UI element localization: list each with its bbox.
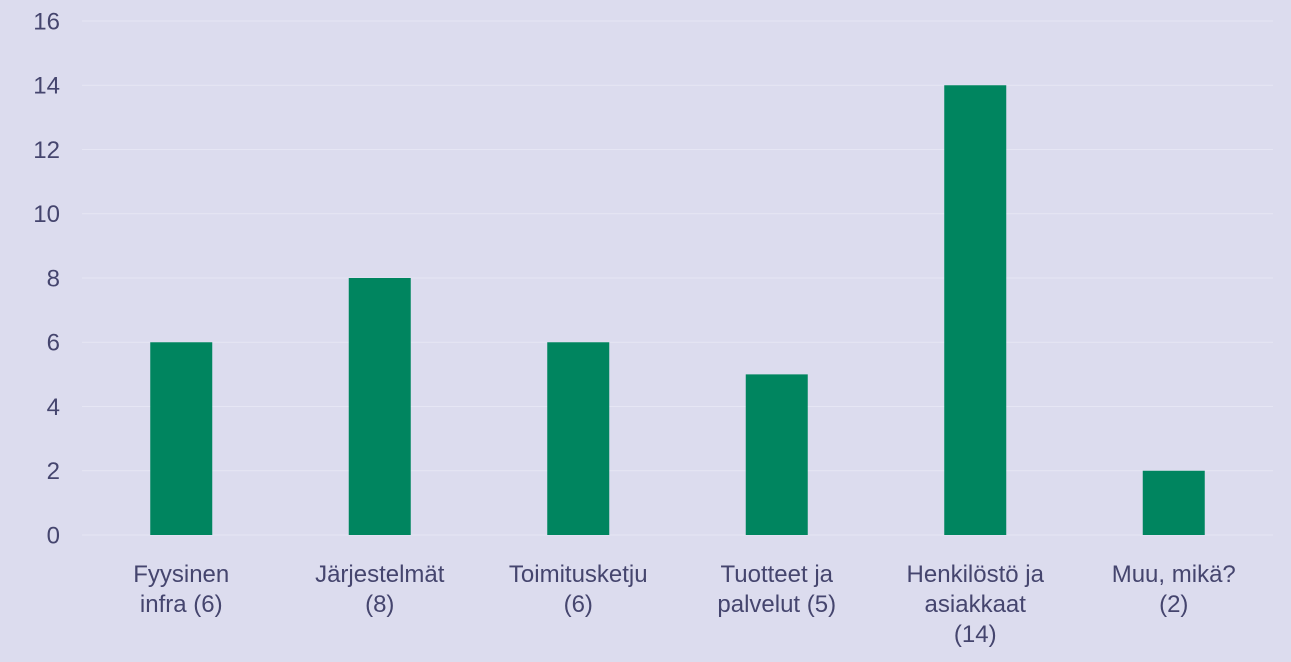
bar (150, 342, 213, 535)
y-tick-label: 14 (33, 73, 60, 100)
bar (547, 342, 610, 535)
x-tick-label: Järjestelmät (8) (315, 561, 445, 618)
bar (348, 278, 411, 535)
x-tick-label: Henkilöstö ja asiakkaat (14) (906, 561, 1044, 648)
y-tick-label: 4 (47, 394, 60, 421)
bar (944, 85, 1007, 535)
y-tick-label: 6 (47, 330, 60, 357)
x-tick-label: Fyysinen infra (6) (133, 561, 230, 618)
bar (1142, 470, 1205, 535)
x-tick-label: Tuotteet ja palvelut (5) (717, 561, 837, 618)
bar (745, 374, 808, 535)
y-tick-label: 2 (47, 458, 60, 485)
y-tick-label: 12 (33, 137, 60, 164)
y-tick-label: 8 (47, 265, 60, 292)
x-tick-label: Toimitusketju (6) (508, 561, 648, 618)
y-tick-label: 10 (33, 201, 60, 228)
y-tick-label: 0 (47, 522, 60, 549)
x-tick-label: Muu, mikä? (2) (1111, 561, 1236, 618)
y-tick-label: 16 (33, 8, 60, 35)
